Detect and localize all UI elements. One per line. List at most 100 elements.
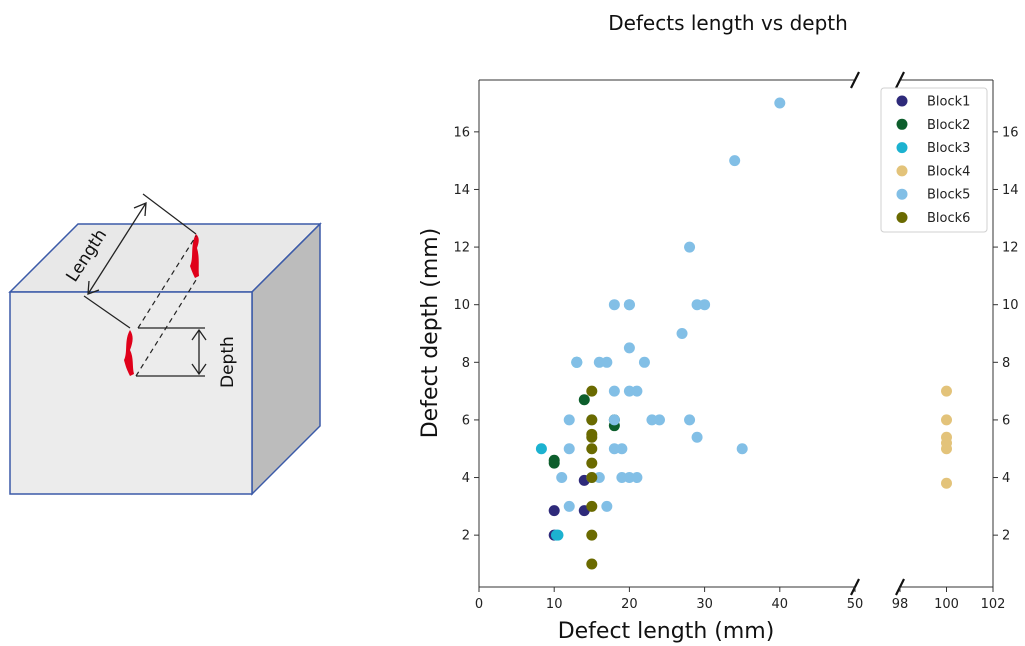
point-block5 [593, 472, 605, 484]
x-tick-label: 98 [892, 597, 909, 612]
point-block5 [608, 385, 620, 397]
point-block6 [586, 443, 598, 455]
point-block5 [571, 356, 583, 368]
legend-label-block5: Block5 [927, 188, 970, 203]
point-block5 [676, 328, 688, 339]
y-tick-label-left: 16 [453, 125, 470, 140]
legend-marker-block2 [896, 118, 908, 130]
legend-marker-block3 [896, 142, 908, 154]
point-block3 [552, 529, 564, 541]
point-block5 [638, 356, 650, 368]
point-block1 [548, 505, 560, 517]
point-block6 [586, 472, 598, 484]
legend-marker-block4 [896, 165, 908, 177]
point-block5 [616, 443, 628, 455]
point-block5 [608, 443, 620, 455]
y-axis-label: Defect depth (mm) [418, 228, 443, 439]
point-block6 [586, 431, 598, 443]
point-block6 [586, 529, 598, 541]
depth-arrowhead-bottom [191, 363, 207, 376]
data-points [535, 97, 952, 570]
legend-marker-block1 [896, 95, 908, 107]
legend-label-block1: Block1 [927, 95, 970, 110]
y-tick-label-left: 6 [462, 413, 470, 428]
axis-break-mark [850, 71, 860, 89]
y-tick-label-right: 16 [1002, 125, 1019, 140]
x-tick-label: 20 [621, 597, 638, 612]
x-tick-label: 40 [772, 597, 789, 612]
y-tick-label-left: 4 [462, 471, 470, 486]
legend-box [880, 87, 988, 233]
length-leader-1 [83, 295, 131, 329]
point-block5 [684, 414, 696, 426]
x-tick-label: 100 [934, 597, 959, 612]
y-tick-label-left: 12 [453, 241, 470, 256]
point-block4 [941, 414, 952, 426]
point-block5 [556, 472, 568, 484]
depth-label: Depth [218, 336, 238, 388]
defect-mark-top [190, 234, 199, 278]
x-tick-label: 30 [696, 597, 713, 612]
x-tick-label: 50 [847, 597, 864, 612]
point-block5 [729, 155, 741, 167]
point-block5 [653, 414, 665, 426]
point-block5 [631, 472, 643, 484]
legend-marker-block5 [896, 188, 908, 200]
point-block5 [623, 385, 635, 397]
point-block5 [684, 241, 696, 253]
y-tick-label-right: 6 [1002, 413, 1010, 428]
point-block6 [586, 558, 598, 570]
scatter-chart: Defects length vs depth Defect length (m… [418, 11, 1019, 644]
y-tick-label-right: 10 [1002, 298, 1019, 313]
point-block5 [601, 500, 613, 512]
y-tick-label-left: 2 [462, 529, 470, 544]
legend-label-block2: Block2 [927, 118, 970, 133]
y-tick-label-left: 10 [453, 298, 470, 313]
point-block5 [623, 342, 635, 354]
point-block5 [623, 472, 635, 484]
axes: 2 2 4 4 6 6 8 8 10 10 12 12 14 14 16 16 0 10 20 30 40 50 98 100… [453, 71, 1019, 612]
point-block4 [941, 437, 952, 449]
depth-arrowhead-top [191, 328, 207, 341]
point-block5 [631, 385, 643, 397]
point-block5 [774, 97, 786, 109]
point-block5 [699, 299, 711, 311]
legend-label-block6: Block6 [927, 211, 970, 226]
point-block4 [941, 477, 952, 489]
point-block4 [941, 385, 952, 397]
point-block5 [646, 414, 658, 426]
legend-label-block3: Block3 [927, 141, 970, 156]
y-tick-label-right: 12 [1002, 241, 1019, 256]
defect-mark-front [124, 330, 134, 376]
point-block5 [623, 299, 635, 311]
y-tick-label-left: 8 [462, 356, 470, 371]
point-block6 [586, 385, 598, 397]
legend-label-block4: Block4 [927, 164, 970, 179]
point-block5 [616, 472, 628, 484]
y-tick-label-right: 2 [1002, 529, 1010, 544]
y-tick-label-right: 14 [1002, 183, 1019, 198]
point-block5 [563, 500, 575, 512]
legend-marker-block6 [896, 212, 908, 223]
axis-break-mark [895, 71, 905, 89]
point-block5 [736, 443, 748, 455]
y-tick-label-left: 14 [453, 183, 470, 198]
chart-title: Defects length vs depth [608, 11, 848, 35]
length-arrowhead-top [133, 201, 147, 217]
length-arrow-line [87, 202, 147, 295]
point-block5 [563, 443, 575, 455]
point-block5 [593, 356, 605, 368]
dashed-line-1 [137, 235, 197, 329]
point-block2 [548, 454, 560, 466]
point-block5 [608, 414, 620, 426]
length-arrowhead-bottom [87, 280, 100, 295]
block-front-face [9, 291, 253, 495]
defect-diagram: Length Depth [8, 193, 322, 496]
x-axis-label: Defect length (mm) [558, 619, 775, 644]
length-leader-2 [142, 193, 197, 235]
point-block5 [691, 299, 703, 311]
point-block3 [535, 443, 547, 455]
point-block6 [586, 500, 598, 512]
point-block5 [601, 356, 613, 368]
x-tick-label: 102 [981, 597, 1006, 612]
